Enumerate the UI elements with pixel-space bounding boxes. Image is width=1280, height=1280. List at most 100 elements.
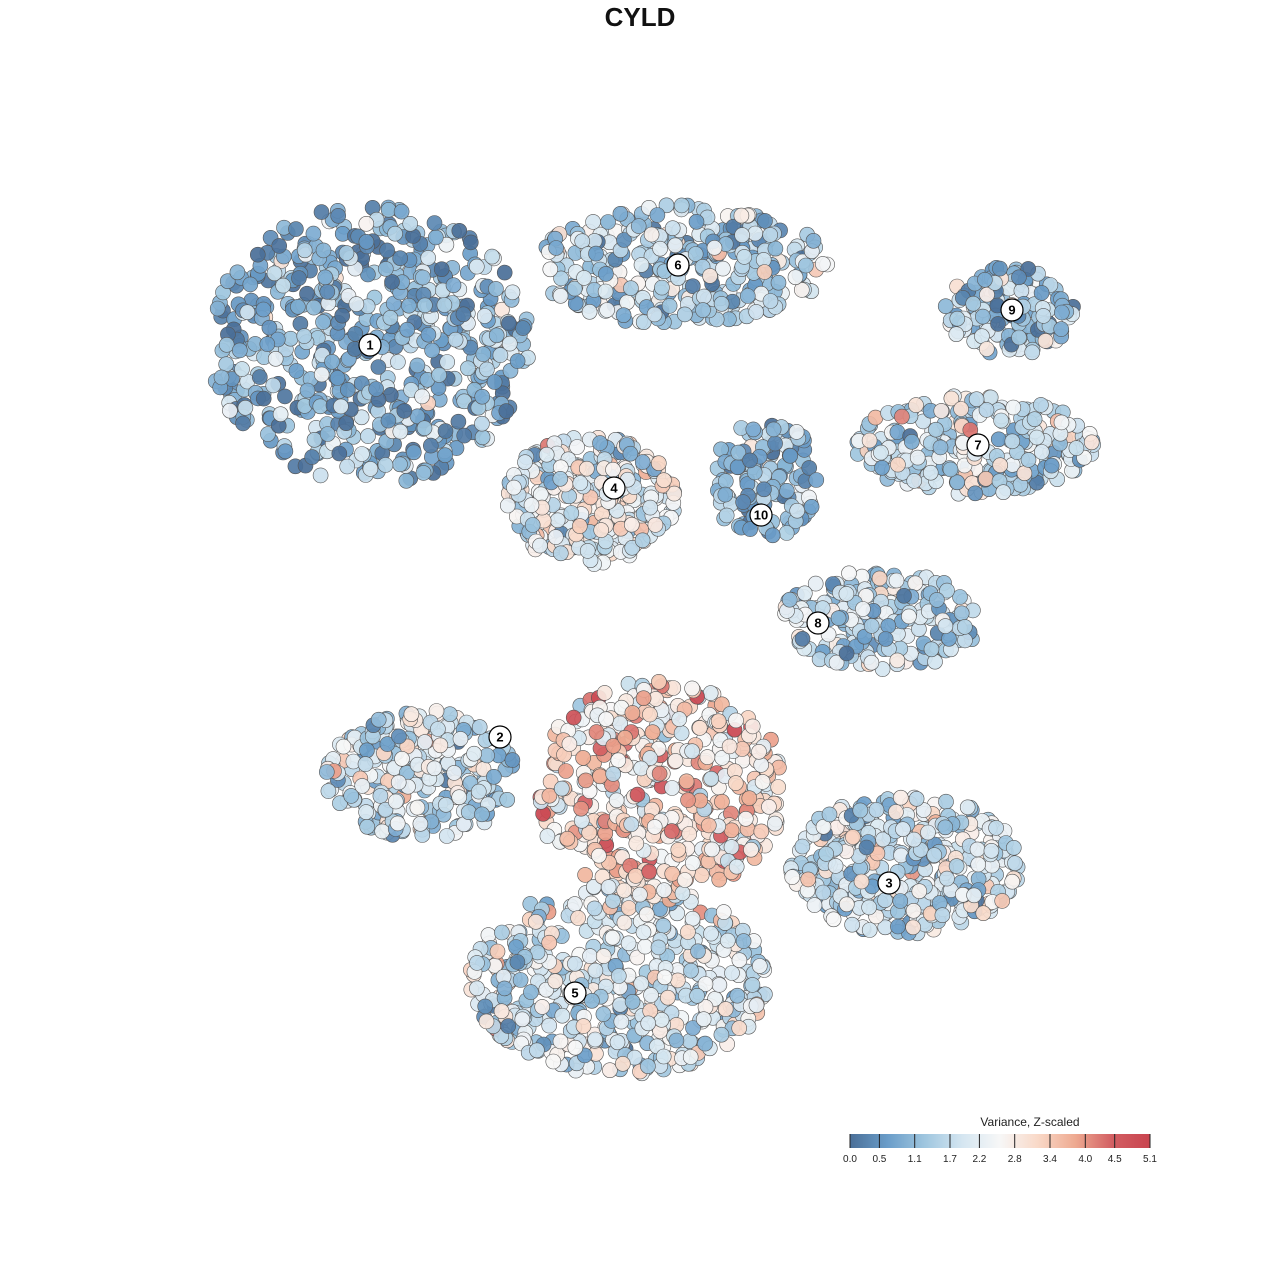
data-point <box>757 213 773 229</box>
data-point <box>909 449 926 466</box>
data-point <box>566 896 583 912</box>
data-point <box>597 283 614 300</box>
data-point <box>575 1018 592 1034</box>
data-point <box>647 517 664 533</box>
data-point <box>370 711 387 728</box>
data-point <box>469 955 485 971</box>
data-point <box>1004 433 1021 450</box>
data-point <box>905 919 921 936</box>
data-point <box>937 618 954 634</box>
data-point <box>1013 282 1030 299</box>
data-point <box>699 749 716 765</box>
data-point <box>596 685 613 701</box>
data-point <box>992 260 1008 277</box>
data-point <box>646 819 663 835</box>
data-point <box>956 619 973 635</box>
data-point <box>736 249 753 265</box>
data-point <box>863 618 880 634</box>
data-point <box>315 242 332 259</box>
data-point <box>877 631 894 647</box>
data-point <box>937 819 954 836</box>
data-point <box>953 605 970 622</box>
data-point <box>767 240 784 257</box>
data-point <box>436 297 453 313</box>
data-point <box>731 1020 748 1036</box>
data-point <box>426 760 443 777</box>
data-point <box>517 454 533 471</box>
data-point <box>688 214 705 230</box>
data-point <box>578 460 595 477</box>
data-point <box>237 399 254 416</box>
data-point <box>608 792 625 809</box>
data-point <box>942 461 959 478</box>
data-point <box>756 481 772 498</box>
data-point <box>920 824 936 841</box>
data-point <box>751 743 767 760</box>
data-point <box>412 815 429 832</box>
data-point <box>765 421 782 438</box>
data-point <box>446 765 463 781</box>
data-point <box>861 922 878 938</box>
data-point <box>424 342 440 359</box>
data-point <box>978 341 995 357</box>
data-point <box>741 790 758 807</box>
data-point <box>1068 440 1085 456</box>
data-point <box>965 295 982 312</box>
data-point <box>923 641 940 658</box>
data-point <box>744 977 761 993</box>
scatter-points <box>207 197 1101 1082</box>
data-point <box>587 962 604 979</box>
data-point <box>586 900 603 917</box>
data-point <box>729 987 746 1004</box>
data-point <box>711 977 728 993</box>
data-point <box>892 789 909 806</box>
data-point <box>778 525 795 541</box>
data-point <box>868 802 885 818</box>
data-point <box>719 932 736 949</box>
data-point <box>788 424 805 440</box>
data-point <box>391 728 407 745</box>
data-point <box>638 906 655 923</box>
data-point <box>565 709 582 726</box>
data-point <box>669 972 686 989</box>
data-point <box>527 913 544 930</box>
data-point <box>970 856 987 873</box>
data-point <box>409 357 426 374</box>
cluster-label-4: 4 <box>602 476 626 500</box>
data-point <box>333 398 349 415</box>
cluster-label-text: 9 <box>1008 303 1015 318</box>
data-point <box>717 486 734 503</box>
data-point <box>451 789 468 806</box>
data-point <box>715 904 732 920</box>
data-point <box>296 328 313 344</box>
data-point <box>470 783 487 800</box>
data-point <box>892 893 909 909</box>
data-point <box>821 806 838 823</box>
data-point <box>409 799 426 816</box>
data-point <box>452 731 469 747</box>
data-point <box>634 454 651 470</box>
data-point <box>339 458 356 475</box>
data-point <box>855 601 871 617</box>
data-point <box>689 987 705 1004</box>
data-point <box>616 914 633 931</box>
data-point <box>415 269 431 286</box>
data-point <box>756 264 773 280</box>
colorbar-tick-label: 4.5 <box>1108 1154 1122 1165</box>
data-point <box>894 408 910 425</box>
data-point <box>727 775 744 791</box>
data-point <box>387 225 403 242</box>
colorbar-tick-label: 5.1 <box>1143 1154 1157 1165</box>
data-point <box>948 326 965 343</box>
colorbar-tick-label: 4.0 <box>1078 1154 1092 1165</box>
data-point <box>677 872 693 888</box>
data-point <box>747 225 764 242</box>
data-point <box>889 652 906 669</box>
data-point <box>353 409 370 426</box>
data-point <box>451 223 468 239</box>
data-point <box>905 902 922 919</box>
data-point <box>396 403 413 419</box>
data-point <box>628 835 645 852</box>
data-point <box>616 232 632 248</box>
data-point <box>656 969 673 986</box>
